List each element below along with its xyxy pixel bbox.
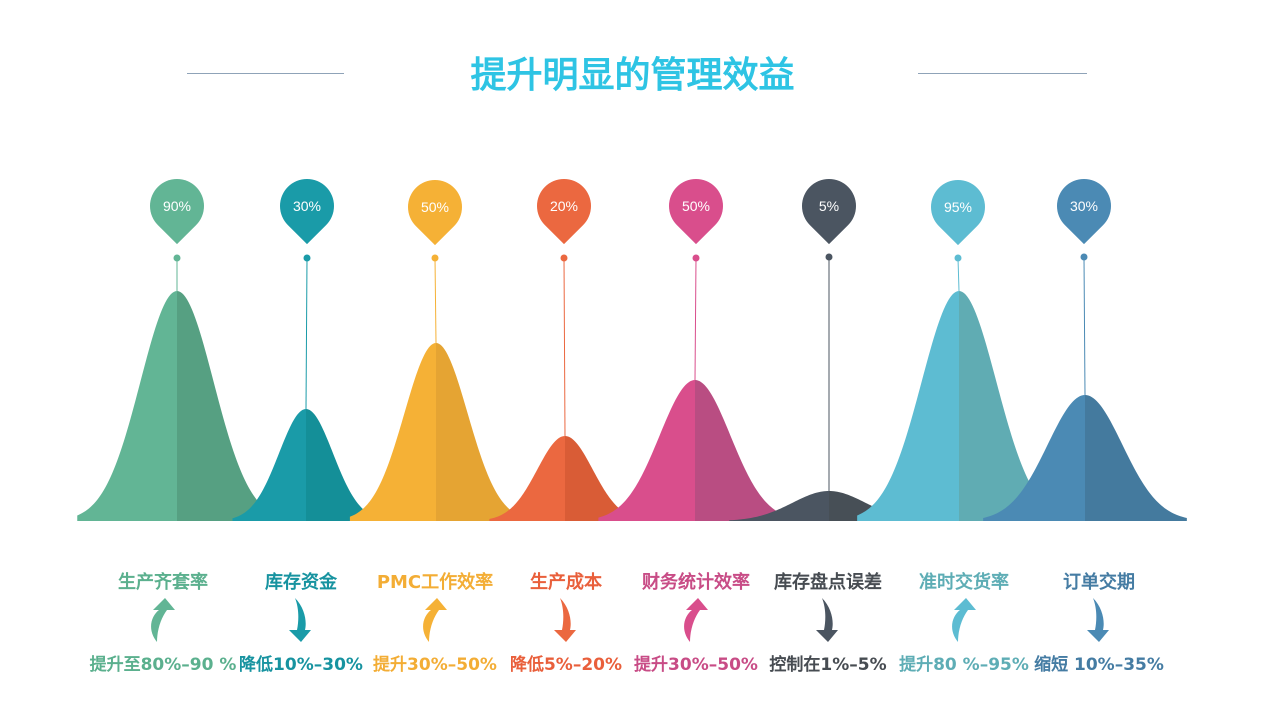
connector-dot <box>560 254 568 262</box>
metric-title: 生产齐套率 <box>118 572 208 593</box>
page-title: 提升明显的管理效益 <box>470 55 795 96</box>
metric-result: 提升至80%–90 % <box>89 655 237 675</box>
pin-value: 50% <box>681 198 711 214</box>
connector-line <box>434 257 437 344</box>
connector-dot <box>431 254 439 262</box>
value-pin: 95% <box>919 168 997 246</box>
curved-arrow-down-icon <box>554 598 576 642</box>
metric-result: 缩短 10%–35% <box>1034 655 1164 675</box>
curved-arrow-up-icon <box>952 598 976 642</box>
value-pin: 90% <box>138 167 216 245</box>
metric-title: 库存资金 <box>265 572 337 593</box>
connector-line <box>305 257 308 410</box>
curve-left-6 <box>729 491 829 521</box>
value-pin: 30% <box>1045 167 1123 245</box>
curve-right-3 <box>436 343 523 521</box>
connector-line <box>957 257 960 292</box>
connector-dot <box>825 253 833 261</box>
curved-arrow-up-icon <box>684 598 708 642</box>
value-pin: 30% <box>268 167 346 245</box>
curve-left-7 <box>857 291 959 521</box>
curve-left-2 <box>232 409 306 521</box>
metric-result: 控制在1%–5% <box>769 655 887 675</box>
metric-title: 生产成本 <box>530 572 602 593</box>
metric-title: 财务统计效率 <box>642 572 750 593</box>
curve-right-5 <box>695 380 792 521</box>
curve-right-7 <box>959 291 1061 521</box>
curve-left-1 <box>77 291 177 521</box>
pin-value: 30% <box>292 198 322 214</box>
curve-left-8 <box>983 395 1085 521</box>
connector-dot <box>1080 253 1088 261</box>
pin-value: 20% <box>549 198 579 214</box>
metric-title: 订单交期 <box>1063 572 1135 593</box>
curved-arrow-down-icon <box>289 598 311 642</box>
value-pin: 50% <box>657 167 735 245</box>
curve-right-1 <box>177 291 277 521</box>
curve-right-8 <box>1085 395 1187 521</box>
title-divider-left <box>187 73 344 74</box>
metric-result: 降低10%–30% <box>239 655 363 675</box>
pin-value: 5% <box>818 198 840 214</box>
pin-value: 90% <box>162 198 192 214</box>
pin-value: 50% <box>420 199 450 215</box>
curve-right-4 <box>565 436 641 521</box>
connector-dot <box>173 254 181 262</box>
connector-line <box>694 257 697 381</box>
connector-line <box>1083 256 1086 396</box>
metric-result: 提升30%–50% <box>373 655 497 675</box>
metric-result: 提升30%–50% <box>634 655 758 675</box>
value-pin: 5% <box>790 167 868 245</box>
metric-title: PMC工作效率 <box>376 572 494 593</box>
connector-dot <box>303 254 311 262</box>
connector-dot <box>692 254 700 262</box>
curved-arrow-up-icon <box>423 598 447 642</box>
metric-result: 提升80 %–95% <box>899 655 1029 675</box>
curve-left-3 <box>349 343 436 521</box>
pin-value: 95% <box>943 199 973 215</box>
curved-arrow-down-icon <box>1087 598 1109 642</box>
curve-left-5 <box>598 380 695 521</box>
title-divider-right <box>918 73 1087 74</box>
connector-dot <box>954 254 962 262</box>
curved-arrow-up-icon <box>151 598 175 642</box>
metric-result: 降低5%–20% <box>509 655 623 675</box>
metric-title: 库存盘点误差 <box>774 572 882 593</box>
curved-arrow-down-icon <box>816 598 838 642</box>
curve-right-2 <box>306 409 380 521</box>
value-pin: 20% <box>525 167 603 245</box>
metric-title: 准时交货率 <box>919 572 1009 593</box>
curve-left-4 <box>489 436 565 521</box>
pin-value: 30% <box>1069 198 1099 214</box>
curve-right-6 <box>829 491 929 521</box>
value-pin: 50% <box>396 168 474 246</box>
connector-line <box>563 257 566 437</box>
